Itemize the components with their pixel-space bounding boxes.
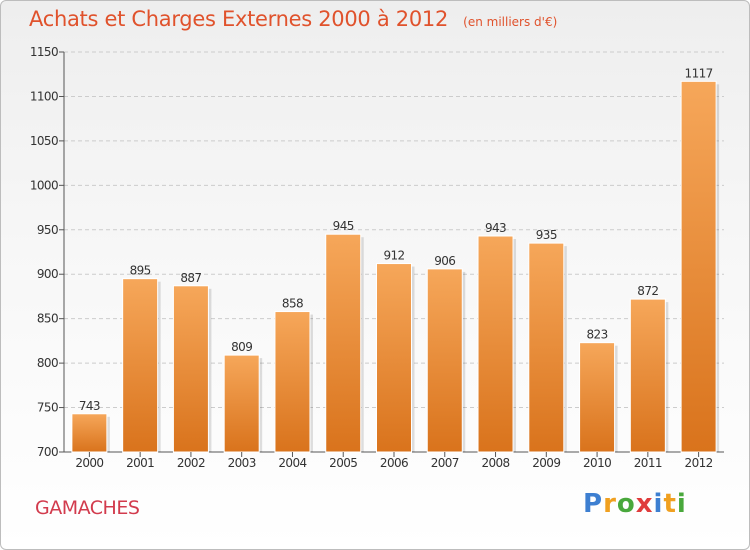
y-tick-label: 1100 [30, 89, 58, 103]
data-label: 906 [434, 254, 455, 268]
y-tick-label: 1000 [30, 178, 58, 192]
y-tick-label: 950 [37, 223, 58, 237]
x-tick-label: 2010 [583, 456, 611, 470]
bar [122, 278, 159, 453]
x-tick-label: 2003 [228, 456, 256, 470]
bar [579, 342, 616, 453]
logo-letter: r [603, 489, 617, 519]
logo-letter: x [635, 489, 654, 519]
chart-title-text: Achats et Charges Externes 2000 à 2012 [29, 7, 449, 31]
x-tick-label: 2012 [685, 456, 713, 470]
x-tick-label: 2011 [634, 456, 662, 470]
chart-title: Achats et Charges Externes 2000 à 2012 (… [29, 7, 557, 31]
y-tick-label: 850 [37, 312, 58, 326]
bar [274, 311, 311, 453]
logo-letter: i [676, 489, 687, 519]
y-tick-label: 750 [37, 401, 58, 415]
bar [223, 354, 260, 453]
x-tick-label: 2007 [431, 456, 459, 470]
x-tick-label: 2006 [380, 456, 408, 470]
logo-letter: t [663, 489, 677, 519]
data-label: 887 [180, 271, 201, 285]
y-tick-label: 1150 [30, 45, 58, 59]
data-label: 895 [130, 264, 151, 278]
logo-letter: o [616, 489, 636, 519]
data-label: 945 [333, 219, 354, 233]
bar [629, 298, 666, 453]
data-label: 823 [587, 328, 608, 342]
bar [376, 263, 412, 453]
x-tick-label: 2000 [75, 456, 103, 470]
bar [528, 242, 565, 453]
y-tick-label: 800 [37, 356, 58, 370]
y-tick-label: 700 [37, 445, 58, 459]
data-label: 809 [231, 340, 252, 354]
bar [325, 233, 362, 453]
x-tick-label: 2004 [278, 456, 306, 470]
town-name: GAMACHES [35, 497, 140, 519]
data-label: 943 [485, 221, 506, 235]
bar [71, 413, 108, 453]
bar [680, 80, 717, 453]
x-tick-label: 2008 [481, 456, 509, 470]
bar [426, 268, 463, 453]
x-tick-label: 2009 [532, 456, 560, 470]
data-label: 935 [536, 228, 557, 242]
data-label: 872 [637, 284, 658, 298]
x-tick-label: 2002 [177, 456, 205, 470]
chart-unit-text: (en milliers d'€) [463, 15, 558, 29]
logo-letter: P [583, 489, 604, 519]
bar [477, 235, 514, 453]
y-tick-label: 900 [37, 267, 58, 281]
data-label: 743 [79, 399, 100, 413]
data-label: 1117 [685, 66, 713, 80]
x-tick-label: 2001 [126, 456, 154, 470]
data-label: 912 [383, 249, 404, 263]
y-tick-label: 1050 [30, 134, 58, 148]
data-label: 858 [282, 297, 303, 311]
proxiti-logo: Proxiti [583, 489, 687, 519]
x-tick-label: 2005 [329, 456, 357, 470]
logo-letter: i [653, 489, 664, 519]
bar [172, 285, 209, 453]
